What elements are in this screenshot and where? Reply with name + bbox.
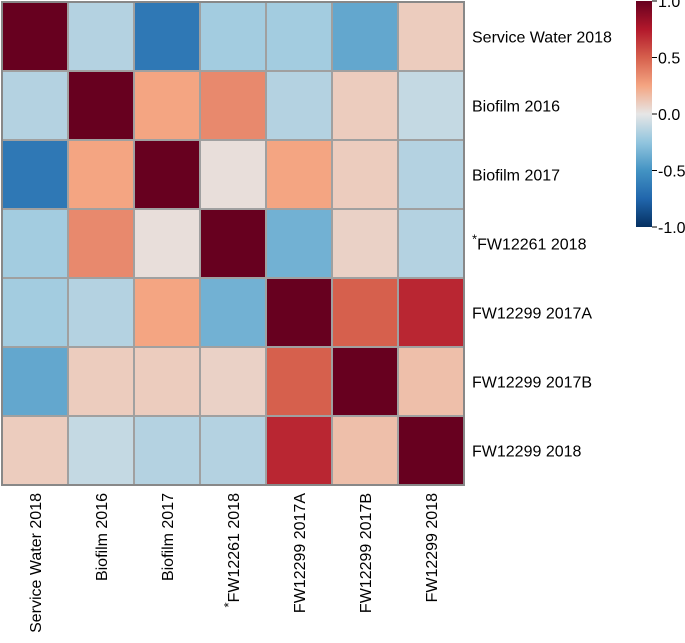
heatmap-cell bbox=[397, 1, 465, 72]
heatmap-cell bbox=[199, 208, 267, 279]
heatmap-cell bbox=[331, 208, 399, 279]
heatmap-cell bbox=[331, 70, 399, 141]
row-label: Biofilm 2016 bbox=[472, 99, 560, 116]
row-label-marker: * bbox=[472, 232, 477, 247]
column-label-text: FW12261 2018 bbox=[226, 493, 243, 603]
colorbar-tick-label: -1.0 bbox=[658, 220, 685, 237]
column-label: Biofilm 2016 bbox=[94, 493, 111, 581]
heatmap-cell bbox=[67, 346, 135, 417]
row-label: FW12299 2017B bbox=[472, 375, 592, 392]
heatmap-cell bbox=[199, 346, 267, 417]
colorbar-tick-label: 0.5 bbox=[658, 51, 680, 68]
heatmap-cell bbox=[1, 1, 69, 72]
row-label: Service Water 2018 bbox=[472, 30, 612, 47]
heatmap-cell bbox=[67, 415, 135, 486]
heatmap-cell bbox=[133, 208, 201, 279]
heatmap-cell bbox=[397, 70, 465, 141]
heatmap-cell bbox=[67, 208, 135, 279]
heatmap-cell bbox=[67, 139, 135, 210]
heatmap-cell bbox=[265, 70, 333, 141]
heatmap-cell bbox=[397, 208, 465, 279]
colorbar-tick-label: 0.0 bbox=[658, 107, 680, 124]
heatmap-cell bbox=[1, 415, 69, 486]
heatmap-cell bbox=[199, 415, 267, 486]
heatmap-cell bbox=[199, 277, 267, 348]
heatmap-cell bbox=[1, 70, 69, 141]
heatmap-cell bbox=[67, 1, 135, 72]
heatmap-frame bbox=[1, 1, 465, 486]
heatmap-cell bbox=[133, 415, 201, 486]
row-label: Biofilm 2017 bbox=[472, 168, 560, 185]
heatmap-cells bbox=[1, 1, 465, 486]
heatmap-cell bbox=[331, 277, 399, 348]
heatmap-cell bbox=[331, 139, 399, 210]
heatmap-cell bbox=[1, 208, 69, 279]
column-labels: Service Water 2018 Biofilm 2016 Biofilm 20… bbox=[28, 493, 441, 633]
heatmap-cell bbox=[1, 139, 69, 210]
heatmap-cell bbox=[265, 415, 333, 486]
heatmap-cell bbox=[199, 1, 267, 72]
heatmap-cell bbox=[199, 70, 267, 141]
colorbar-gradient bbox=[636, 1, 652, 227]
heatmap-cell bbox=[265, 277, 333, 348]
colorbar-tick-label: 1.0 bbox=[658, 0, 680, 11]
row-labels: Service Water 2018 Biofilm 2016 Biofilm 20… bbox=[472, 30, 612, 461]
heatmap-cell bbox=[133, 277, 201, 348]
colorbar: 1.0 0.5 0.0 -0.5 -1.0 bbox=[636, 0, 685, 237]
heatmap-cell bbox=[265, 139, 333, 210]
heatmap-cell bbox=[331, 415, 399, 486]
heatmap-cell bbox=[397, 277, 465, 348]
heatmap-cell bbox=[1, 346, 69, 417]
column-label: Biofilm 2017 bbox=[160, 493, 177, 581]
row-label: FW12299 2018 bbox=[472, 444, 582, 461]
colorbar-tick-label: -0.5 bbox=[658, 164, 685, 181]
heatmap-cell bbox=[133, 1, 201, 72]
heatmap-cell bbox=[199, 139, 267, 210]
heatmap-cell bbox=[331, 1, 399, 72]
heatmap-cell bbox=[1, 277, 69, 348]
column-label-marker: * bbox=[221, 602, 236, 607]
heatmap-cell bbox=[265, 346, 333, 417]
heatmap-cell bbox=[397, 346, 465, 417]
row-label-text: FW12261 2018 bbox=[477, 237, 587, 254]
column-label: *FW12261 2018 bbox=[221, 493, 243, 608]
heatmap-cell bbox=[265, 1, 333, 72]
column-label: Service Water 2018 bbox=[28, 493, 45, 633]
column-label: FW12299 2017B bbox=[358, 493, 375, 613]
heatmap-cell bbox=[331, 346, 399, 417]
heatmap-cell bbox=[133, 346, 201, 417]
heatmap-cell bbox=[397, 139, 465, 210]
heatmap-cell bbox=[265, 208, 333, 279]
heatmap-cell bbox=[67, 70, 135, 141]
column-label: FW12299 2017A bbox=[292, 493, 309, 613]
row-label: FW12299 2017A bbox=[472, 306, 592, 323]
column-label: FW12299 2018 bbox=[424, 493, 441, 603]
heatmap-cell bbox=[133, 139, 201, 210]
heatmap-cell bbox=[67, 277, 135, 348]
heatmap-cell bbox=[133, 70, 201, 141]
heatmap-cell bbox=[397, 415, 465, 486]
row-label: *FW12261 2018 bbox=[472, 232, 587, 254]
